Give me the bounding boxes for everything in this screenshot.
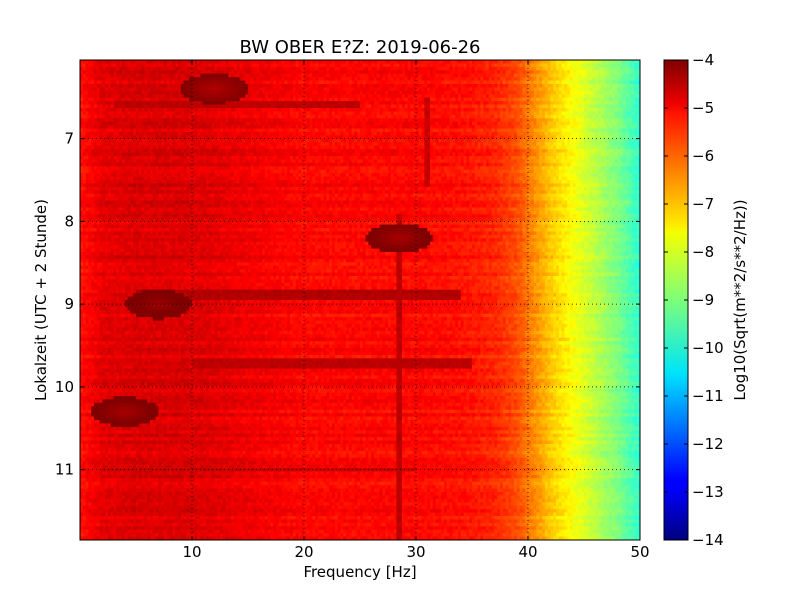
x-tick-label: 20 <box>294 543 313 561</box>
y-axis-label: Lokalzeit (UTC + 2 Stunde) <box>32 199 50 401</box>
chart-title: BW OBER E?Z: 2019-06-26 <box>240 37 481 58</box>
y-tick-label: 10 <box>55 378 74 396</box>
colorbar-tick-label: −6 <box>692 147 714 165</box>
colorbar-tick-label: −11 <box>692 387 724 405</box>
y-tick-label: 11 <box>55 461 74 479</box>
colorbar-tick-label: −9 <box>692 291 714 309</box>
x-tick-label: 10 <box>182 543 201 561</box>
y-tick-label: 8 <box>64 212 74 230</box>
colorbar-tick-label: −5 <box>692 99 714 117</box>
x-tick-label: 40 <box>518 543 537 561</box>
colorbar-tick-label: −4 <box>692 51 714 69</box>
x-axis-label: Frequency [Hz] <box>303 563 416 581</box>
colorbar-tick-label: −13 <box>692 483 724 501</box>
y-tick-label: 9 <box>64 295 74 313</box>
x-tick-label: 50 <box>630 543 649 561</box>
y-tick-label: 7 <box>64 130 74 148</box>
colorbar-tick-label: −12 <box>692 435 724 453</box>
spectrogram-heatmap <box>80 60 640 540</box>
colorbar-tick-label: −14 <box>692 531 724 549</box>
colorbar-tick-label: −7 <box>692 195 714 213</box>
colorbar-tick-label: −10 <box>692 339 724 357</box>
colorbar-tick-label: −8 <box>692 243 714 261</box>
colorbar-label: Log10(Sqrt(m**2/s**2/Hz)) <box>731 199 749 400</box>
x-tick-label: 30 <box>406 543 425 561</box>
